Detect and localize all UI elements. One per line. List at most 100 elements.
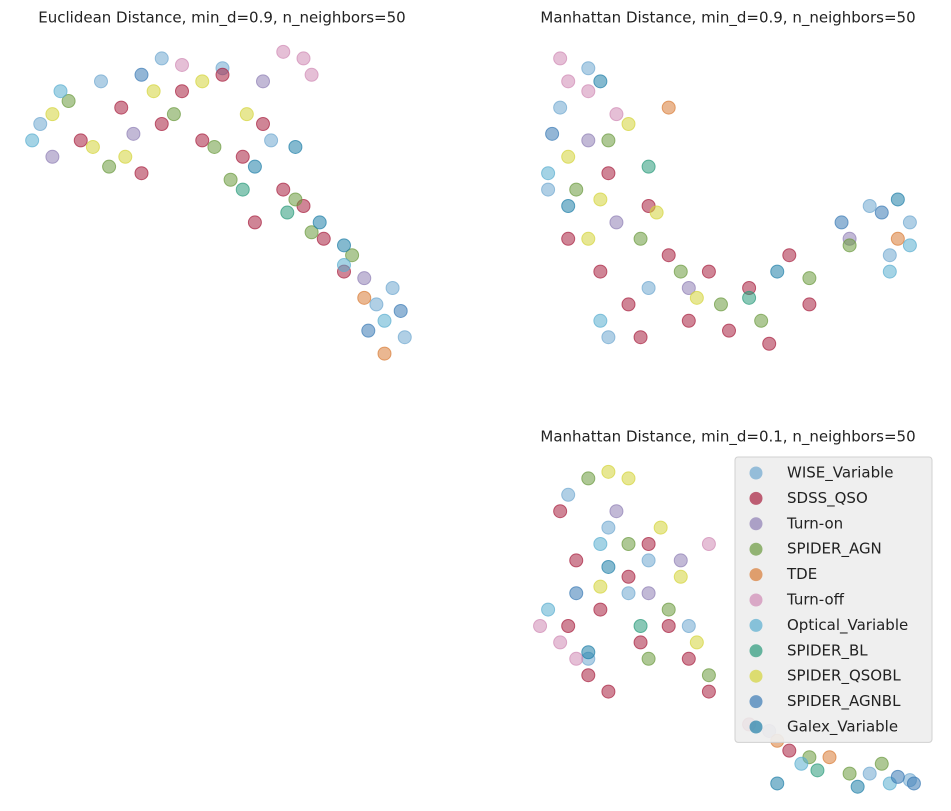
point	[561, 231, 576, 246]
legend-label: SPIDER_AGNBL	[787, 692, 901, 711]
point	[713, 297, 728, 312]
point	[681, 651, 696, 666]
point	[701, 668, 716, 683]
point	[673, 264, 688, 279]
legend-marker	[749, 695, 763, 709]
point	[134, 166, 149, 181]
legend-marker	[749, 542, 763, 556]
point	[316, 231, 331, 246]
point	[45, 149, 60, 164]
chart-title: Euclidean Distance, min_d=0.9, n_neighbo…	[38, 9, 405, 28]
plot-area	[541, 51, 917, 351]
point	[641, 281, 656, 295]
point	[681, 313, 696, 328]
point	[601, 166, 616, 181]
point	[288, 192, 303, 207]
point	[890, 231, 905, 246]
point	[641, 537, 656, 551]
point	[850, 779, 865, 794]
point	[661, 248, 676, 263]
point	[235, 182, 250, 197]
point	[377, 346, 392, 361]
point	[581, 668, 596, 683]
legend-label: Optical_Variable	[787, 616, 908, 635]
point	[304, 225, 319, 240]
point	[61, 94, 76, 109]
plot-area	[533, 464, 921, 794]
legend-marker	[749, 669, 763, 683]
point	[545, 126, 560, 141]
point	[770, 776, 785, 791]
point	[601, 520, 616, 535]
point	[175, 57, 189, 72]
point	[641, 159, 656, 174]
point	[701, 684, 716, 699]
point	[890, 192, 905, 207]
point	[762, 336, 777, 351]
point	[288, 139, 303, 154]
point	[882, 264, 897, 279]
point	[102, 159, 117, 174]
point	[601, 464, 616, 479]
point	[33, 117, 48, 131]
point	[742, 290, 757, 305]
point	[175, 84, 189, 99]
legend-label: WISE_Variable	[787, 464, 894, 483]
point	[561, 74, 576, 89]
legend-marker	[749, 491, 763, 505]
plot-area	[25, 44, 412, 361]
point	[45, 107, 60, 122]
point	[701, 264, 716, 279]
point	[609, 107, 624, 122]
point	[541, 602, 556, 617]
point	[561, 619, 576, 633]
point	[569, 182, 584, 197]
legend-label: Turn-off	[786, 591, 845, 609]
point	[118, 149, 133, 164]
point	[681, 619, 696, 633]
point	[641, 586, 656, 601]
point	[533, 619, 548, 633]
point	[673, 569, 688, 584]
legend-marker	[749, 720, 763, 734]
point	[195, 74, 210, 89]
point	[661, 619, 676, 633]
legend-marker	[749, 618, 763, 632]
point	[276, 182, 291, 197]
point	[722, 323, 736, 338]
point	[862, 766, 877, 781]
point	[581, 645, 596, 660]
point	[882, 248, 897, 263]
point	[85, 139, 100, 154]
point	[874, 756, 889, 771]
point	[673, 553, 688, 568]
point	[154, 117, 169, 131]
point	[247, 159, 262, 174]
legend-marker	[749, 644, 763, 658]
point	[25, 133, 40, 148]
point	[276, 44, 291, 59]
point	[593, 74, 608, 89]
point	[842, 238, 857, 253]
point	[810, 763, 825, 778]
point	[280, 205, 295, 220]
point	[581, 133, 596, 148]
point	[114, 100, 129, 115]
point	[357, 290, 372, 305]
point	[633, 330, 648, 345]
point	[553, 635, 568, 650]
legend-marker	[749, 466, 763, 480]
legend-label: SPIDER_BL	[787, 641, 868, 660]
point	[377, 313, 392, 328]
point	[561, 487, 576, 502]
point	[154, 51, 169, 66]
point	[782, 743, 797, 758]
point	[397, 330, 412, 345]
point	[53, 84, 68, 99]
point	[312, 215, 327, 230]
point	[593, 313, 608, 328]
point	[337, 238, 351, 253]
point	[581, 84, 596, 99]
point	[561, 199, 576, 213]
